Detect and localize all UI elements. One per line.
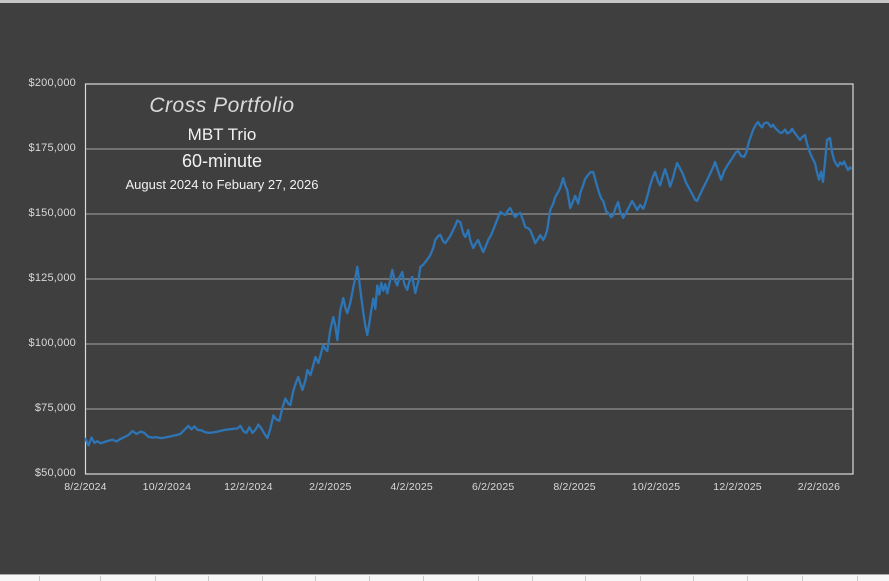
- chart-subtitle-timeframe: 60-minute: [181, 150, 263, 171]
- cell-column-border: [640, 576, 641, 581]
- cell-column-border: [693, 576, 694, 581]
- cell-column-border: [423, 576, 424, 581]
- x-axis-label: 10/2/2025: [631, 481, 681, 493]
- y-axis-label: $125,000: [28, 272, 76, 284]
- worksheet-edge-top: [0, 0, 889, 3]
- cell-column-border: [100, 576, 101, 581]
- x-axis-label: 4/2/2025: [390, 481, 433, 493]
- cell-column-border: [478, 576, 479, 581]
- cell-column-border: [315, 576, 316, 581]
- cell-column-border: [262, 576, 263, 581]
- cell-column-border: [208, 576, 209, 581]
- x-axis-label: 8/2/2024: [64, 481, 107, 493]
- y-axis-label: $50,000: [34, 467, 76, 479]
- x-axis-label: 6/2/2025: [471, 481, 515, 493]
- cell-column-border: [532, 576, 533, 581]
- x-axis-label: 10/2/2024: [142, 481, 192, 493]
- equity-curve-svg: [84, 83, 854, 475]
- worksheet-cells-strip[interactable]: [0, 574, 889, 581]
- x-axis-label: 2/2/2025: [309, 481, 352, 493]
- y-axis-label: $75,000: [34, 402, 76, 414]
- x-axis-label: 8/2/2025: [553, 481, 596, 493]
- cell-column-border: [369, 576, 370, 581]
- y-axis-label: $200,000: [28, 77, 76, 89]
- cell-column-border: [585, 576, 586, 581]
- equity-chart-object[interactable]: $50,000 $75,000 $100,000 $125,000 $150,000 $1…: [0, 3, 889, 574]
- x-axis-label: 2/2/2026: [797, 481, 841, 493]
- cell-column-border: [155, 576, 156, 581]
- plot-area-border: [84, 83, 854, 475]
- y-axis-label: $175,000: [28, 142, 76, 154]
- cell-column-border: [39, 576, 40, 581]
- cell-column-border: [747, 576, 748, 581]
- chart-title: Cross Portfolio: [149, 94, 295, 117]
- chart-subtitle-daterange: August 2024 to Febuary 27, 2026: [125, 176, 319, 192]
- equity-line-series: [84, 120, 853, 447]
- cell-column-border: [802, 576, 803, 581]
- chart-subtitle-strategy: MBT Trio: [187, 125, 257, 145]
- x-axis-label: 12/2/2024: [224, 481, 273, 493]
- y-axis-label: $150,000: [28, 207, 76, 219]
- x-axis-label: 12/2/2025: [713, 481, 762, 493]
- cell-column-border: [857, 576, 858, 581]
- y-axis-label: $100,000: [28, 337, 76, 349]
- chart-title-block: Cross Portfolio MBT Trio 60-minute Augus…: [52, 93, 392, 192]
